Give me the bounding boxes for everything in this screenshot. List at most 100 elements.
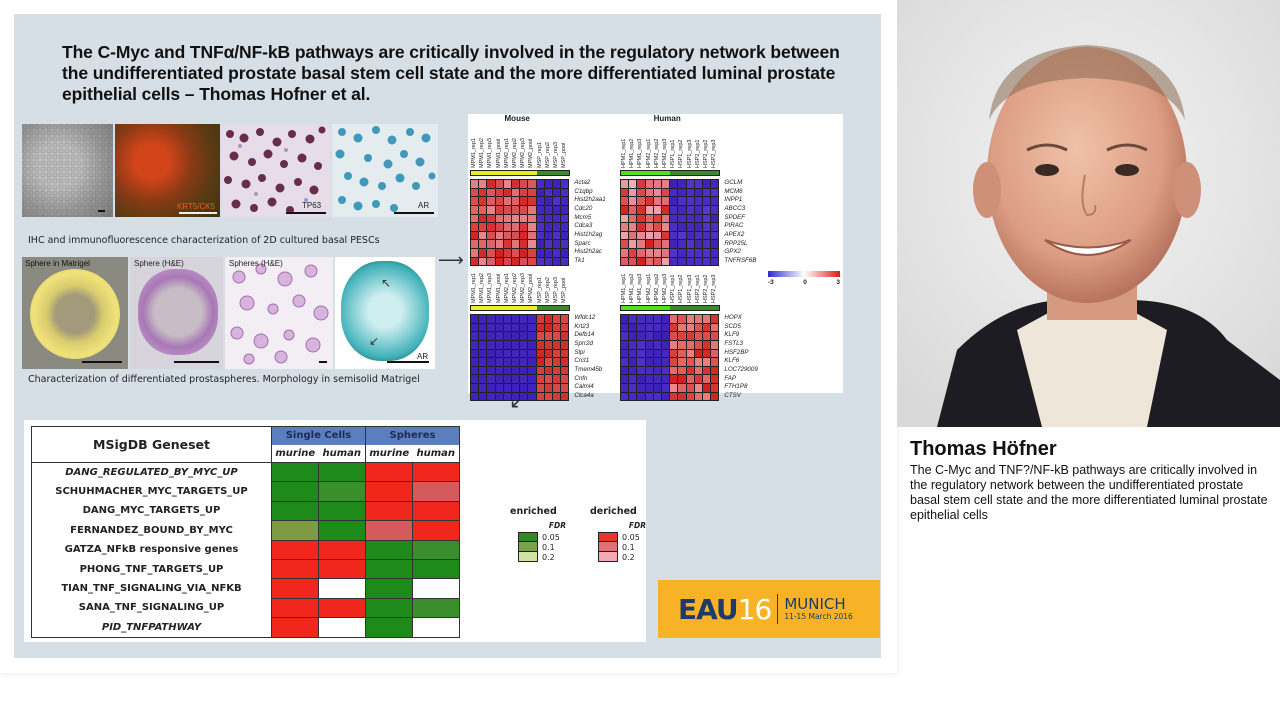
enrichment-cell xyxy=(412,597,460,619)
heatmap-group-bar xyxy=(470,170,571,176)
legend-swatch xyxy=(598,552,618,562)
caption-2d-cultures: IHC and immunofluorescence characterizat… xyxy=(28,235,380,246)
enrichment-cell xyxy=(318,597,366,619)
legend-swatch xyxy=(518,552,538,562)
geneset-name: DANG_REGULATED_BY_MYC_UP xyxy=(31,462,272,482)
color-scale-bar xyxy=(768,271,840,277)
enrichment-cell xyxy=(412,481,460,502)
header-geneset: MSigDB Geneset xyxy=(31,426,272,463)
slide-title: The C-Myc and TNFα/NF-kB pathways are cr… xyxy=(62,42,840,104)
heatmap-gene-label: Wfdc12 xyxy=(574,314,596,321)
heatmap-column-label: MPM1_rep3 xyxy=(487,138,494,168)
table-row: SANA_TNF_SIGNALING_UP xyxy=(31,597,460,619)
legend-value: 0.1 xyxy=(542,542,555,552)
heatmap-column-label: HSP1_rep2 xyxy=(678,274,685,303)
legend-value: 0.05 xyxy=(542,532,560,542)
heatmap-column-label: MSP_rep2 xyxy=(544,142,551,168)
enrichment-cell xyxy=(365,617,413,638)
heatmap-gene-label: GPX2 xyxy=(724,248,741,256)
image-label: AR xyxy=(417,352,429,361)
legend-title: enriched xyxy=(510,506,557,517)
geneset-name: PID_TNFPATHWAY xyxy=(31,617,272,638)
geneset-name: TIAN_TNF_SIGNALING_VIA_NFKB xyxy=(31,578,272,599)
enrichment-cell xyxy=(412,558,460,580)
heatmap-gene-label: PIRAC xyxy=(724,222,744,230)
heatmap-gene-label: Krt23 xyxy=(574,322,590,330)
image-label: KRT5/CK5 xyxy=(177,202,216,211)
heatmap-gene-label: Hist2h2aa1 xyxy=(574,196,606,204)
heatmap-gene-label: Clca4a xyxy=(574,391,594,399)
scale-min: -3 xyxy=(768,279,774,286)
enrichment-cell xyxy=(318,520,366,541)
enrichment-cell xyxy=(318,461,366,483)
geneset-name: SCHUHMACHER_MYC_TARGETS_UP xyxy=(31,481,272,502)
logo-divider xyxy=(777,594,779,624)
header-single-cells: Single Cells xyxy=(271,426,366,445)
table-row: DANG_REGULATED_BY_MYC_UP xyxy=(31,461,460,483)
heatmap-gene-label: CTSV xyxy=(724,391,741,399)
enrichment-cell xyxy=(365,578,413,599)
heatmap-gene-label: GCLM xyxy=(724,179,743,186)
enrichment-cell xyxy=(271,539,319,560)
heatmap-column-label: HSP2_rep2 xyxy=(702,139,709,168)
heatmap-column-label: HPM1_rep1 xyxy=(621,138,627,168)
legend-swatch xyxy=(518,532,538,542)
heatmap-gene-label: INPP1 xyxy=(724,196,743,204)
enrichment-cell xyxy=(318,481,366,502)
heatmap-gene-label: Crct1 xyxy=(574,357,590,365)
enrichment-cell xyxy=(318,578,366,599)
image-ck5-fluorescence: KRT5/CK5 xyxy=(115,124,220,217)
subheader-human: human xyxy=(412,444,460,463)
image-ar-ihc: AR xyxy=(332,124,438,217)
heatmap-gene-label: Tk1 xyxy=(574,256,585,264)
heatmap-column-label: MPM2_pool xyxy=(528,138,535,168)
heatmap-gene-label: Hist1h2ag xyxy=(574,230,603,238)
image-sphere-he: Sphere (H&E) xyxy=(130,257,223,369)
heatmap-column-label: MPM1_rep1 xyxy=(471,138,477,168)
legend-level: 0.2 xyxy=(598,552,646,562)
heatmap-column-label: MPM2_rep1 xyxy=(503,138,510,168)
logo-word: EAU xyxy=(678,592,739,626)
enrichment-cell xyxy=(412,578,460,599)
msigdb-table-panel: MSigDB Geneset Single Cells Spheres muri… xyxy=(24,420,646,642)
arrow-right-icon: ⟶ xyxy=(438,250,464,270)
heatmap-column-label: HPM2_rep2 xyxy=(653,138,660,168)
image-label: Sphere in Matrigel xyxy=(25,259,90,268)
subheader-murine: murine xyxy=(365,444,413,463)
scale-bar xyxy=(319,361,327,363)
heatmap-gene-label: Sprr2d xyxy=(574,339,593,347)
enrichment-cell xyxy=(412,500,460,522)
enrichment-cell xyxy=(365,500,413,522)
heatmap-gene-label: SCD5 xyxy=(724,322,741,330)
geneset-name: PHONG_TNF_TARGETS_UP xyxy=(31,559,272,579)
table-row: FERNANDEZ_BOUND_BY_MYC xyxy=(31,520,460,541)
legend-fdr-label: FDR xyxy=(548,521,566,530)
heatmap-gene-label: ABCC3 xyxy=(724,204,746,212)
slide-frame: The C-Myc and TNFα/NF-kB pathways are cr… xyxy=(14,14,881,658)
logo-dates: 11-15 March 2016 xyxy=(784,612,853,621)
image-label: Sphere (H&E) xyxy=(134,259,184,268)
scale-bar xyxy=(394,212,434,214)
table-row: SCHUHMACHER_MYC_TARGETS_UP xyxy=(31,481,460,502)
table-row: TIAN_TNF_SIGNALING_VIA_NFKB xyxy=(31,578,460,599)
image-sphere-in-matrigel: Sphere in Matrigel xyxy=(22,257,128,369)
enrichment-cell xyxy=(271,481,319,502)
heatmap-species-label: Human xyxy=(653,114,681,123)
heatmap-grid xyxy=(620,314,720,402)
heatmap-group-bar xyxy=(470,305,571,311)
heatmap-gene-label: LOC729009 xyxy=(724,365,758,373)
heatmap-gene-label: HSF2BP xyxy=(724,348,749,356)
header-spheres: Spheres xyxy=(365,426,460,445)
image-tp63-ihc: TP63 xyxy=(222,124,330,217)
heatmap-column-label: HPM2_rep1 xyxy=(645,273,652,303)
scale-bar xyxy=(82,361,122,363)
heatmap-species-label: Mouse xyxy=(504,114,530,123)
speaker-video[interactable] xyxy=(897,0,1280,427)
heatmap-column-label: MPM1_rep1 xyxy=(471,273,477,303)
arrow-icon: ↙ xyxy=(369,334,380,348)
heatmap-gene-label: Acta2 xyxy=(574,179,591,186)
heatmap-column-label: HPM1_rep3 xyxy=(637,138,644,168)
legend-level: 0.2 xyxy=(518,552,566,562)
heatmap-gene-label: SPDEF xyxy=(724,213,746,221)
